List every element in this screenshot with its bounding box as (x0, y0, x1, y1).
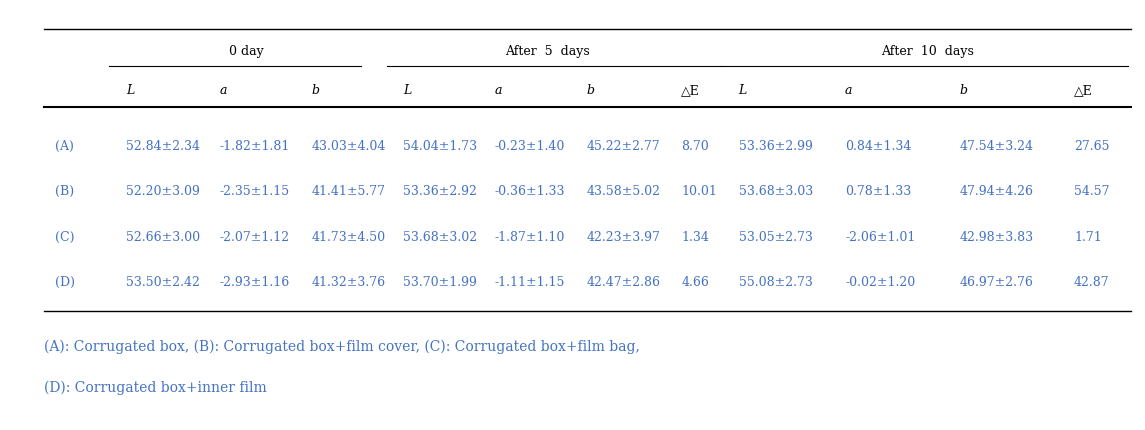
Text: After  5  days: After 5 days (505, 45, 590, 58)
Text: 54.04±1.73: 54.04±1.73 (403, 140, 477, 153)
Text: -1.82±1.81: -1.82±1.81 (220, 140, 290, 153)
Text: 53.50±2.42: 53.50±2.42 (126, 275, 200, 288)
Text: 53.05±2.73: 53.05±2.73 (739, 230, 813, 243)
Text: a: a (220, 84, 228, 97)
Text: 42.87: 42.87 (1074, 275, 1110, 288)
Text: 4.66: 4.66 (681, 275, 709, 288)
Text: -2.35±1.15: -2.35±1.15 (220, 185, 290, 198)
Text: 53.36±2.99: 53.36±2.99 (739, 140, 813, 153)
Text: (A): Corrugated box, (B): Corrugated box+film cover, (C): Corrugated box+film ba: (A): Corrugated box, (B): Corrugated box… (44, 339, 639, 353)
Text: -0.23±1.40: -0.23±1.40 (495, 140, 564, 153)
Text: -0.36±1.33: -0.36±1.33 (495, 185, 566, 198)
Text: 27.65: 27.65 (1074, 140, 1110, 153)
Text: (B): (B) (55, 185, 74, 198)
Text: L: L (403, 84, 411, 97)
Text: 46.97±2.76: 46.97±2.76 (960, 275, 1034, 288)
Text: (C): (C) (55, 230, 74, 243)
Text: -2.06±1.01: -2.06±1.01 (845, 230, 915, 243)
Text: 8.70: 8.70 (681, 140, 709, 153)
Text: 0 day: 0 day (229, 45, 263, 58)
Text: 53.36±2.92: 53.36±2.92 (403, 185, 477, 198)
Text: 52.84±2.34: 52.84±2.34 (126, 140, 200, 153)
Text: (A): (A) (55, 140, 73, 153)
Text: 10.01: 10.01 (681, 185, 717, 198)
Text: 54.57: 54.57 (1074, 185, 1110, 198)
Text: -2.93±1.16: -2.93±1.16 (220, 275, 290, 288)
Text: 53.70±1.99: 53.70±1.99 (403, 275, 477, 288)
Text: 43.58±5.02: 43.58±5.02 (586, 185, 661, 198)
Text: 42.23±3.97: 42.23±3.97 (586, 230, 661, 243)
Text: -1.11±1.15: -1.11±1.15 (495, 275, 564, 288)
Text: 41.73±4.50: 41.73±4.50 (311, 230, 386, 243)
Text: After  10  days: After 10 days (881, 45, 974, 58)
Text: 0.78±1.33: 0.78±1.33 (845, 185, 911, 198)
Text: 47.54±3.24: 47.54±3.24 (960, 140, 1034, 153)
Text: -0.02±1.20: -0.02±1.20 (845, 275, 915, 288)
Text: 41.32±3.76: 41.32±3.76 (311, 275, 386, 288)
Text: △E: △E (1074, 84, 1092, 97)
Text: L: L (126, 84, 134, 97)
Text: 53.68±3.03: 53.68±3.03 (739, 185, 813, 198)
Text: 52.20±3.09: 52.20±3.09 (126, 185, 200, 198)
Text: 45.22±2.77: 45.22±2.77 (586, 140, 660, 153)
Text: 42.98±3.83: 42.98±3.83 (960, 230, 1034, 243)
Text: b: b (960, 84, 968, 97)
Text: 42.47±2.86: 42.47±2.86 (586, 275, 661, 288)
Text: -1.87±1.10: -1.87±1.10 (495, 230, 564, 243)
Text: 0.84±1.34: 0.84±1.34 (845, 140, 911, 153)
Text: △E: △E (681, 84, 700, 97)
Text: 53.68±3.02: 53.68±3.02 (403, 230, 477, 243)
Text: b: b (311, 84, 319, 97)
Text: 1.71: 1.71 (1074, 230, 1101, 243)
Text: L: L (739, 84, 747, 97)
Text: -2.07±1.12: -2.07±1.12 (220, 230, 290, 243)
Text: a: a (495, 84, 503, 97)
Text: 41.41±5.77: 41.41±5.77 (311, 185, 386, 198)
Text: 43.03±4.04: 43.03±4.04 (311, 140, 386, 153)
Text: (D): Corrugated box+inner film: (D): Corrugated box+inner film (44, 380, 267, 394)
Text: (D): (D) (55, 275, 74, 288)
Text: b: b (586, 84, 594, 97)
Text: a: a (845, 84, 853, 97)
Text: 52.66±3.00: 52.66±3.00 (126, 230, 200, 243)
Text: 47.94±4.26: 47.94±4.26 (960, 185, 1034, 198)
Text: 1.34: 1.34 (681, 230, 709, 243)
Text: 55.08±2.73: 55.08±2.73 (739, 275, 813, 288)
